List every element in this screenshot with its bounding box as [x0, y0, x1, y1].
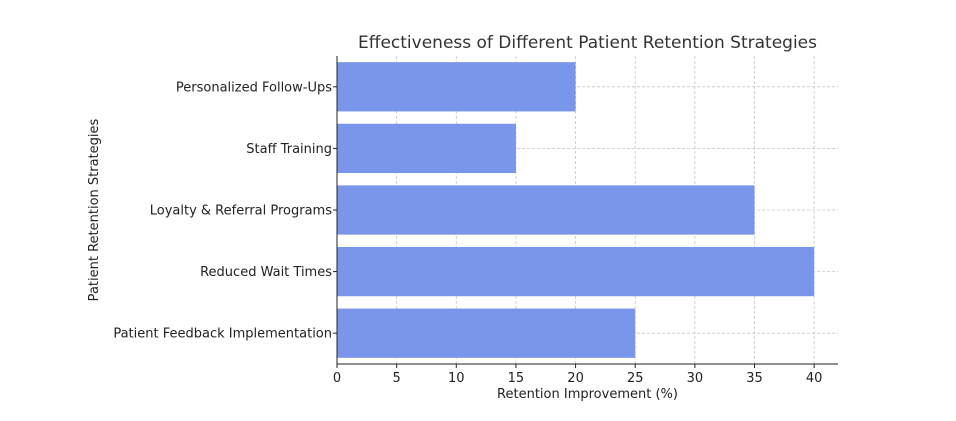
x-tick-label: 25	[627, 371, 644, 386]
x-tick-label: 30	[687, 371, 704, 386]
bar	[337, 246, 815, 297]
bars	[337, 62, 815, 358]
x-tick-label: 15	[508, 371, 525, 386]
x-tick-label: 20	[567, 371, 584, 386]
x-tick-label: 35	[746, 371, 763, 386]
x-ticks: 0 5 10 15 20 25 30 35 40	[333, 364, 823, 386]
y-axis-label: Patient Retention Strategies	[87, 118, 102, 301]
chart-title: Effectiveness of Different Patient Reten…	[358, 33, 817, 53]
x-tick-label: 0	[333, 371, 341, 386]
x-tick-label: 10	[448, 371, 465, 386]
y-tick-label: Staff Training	[246, 142, 332, 157]
y-tick-label: Patient Feedback Implementation	[113, 327, 332, 342]
x-axis-label: Retention Improvement (%)	[497, 387, 678, 402]
bar	[337, 185, 755, 235]
y-ticks: Patient Feedback Implementation Reduced W…	[113, 80, 337, 342]
bar	[337, 123, 516, 174]
y-tick-label: Personalized Follow-Ups	[176, 80, 332, 95]
y-tick-label: Loyalty & Referral Programs	[150, 204, 332, 219]
x-tick-label: 40	[806, 371, 823, 386]
bar	[337, 308, 636, 358]
x-tick-label: 5	[393, 371, 401, 386]
y-tick-label: Reduced Wait Times	[200, 265, 332, 280]
bar	[337, 62, 576, 112]
